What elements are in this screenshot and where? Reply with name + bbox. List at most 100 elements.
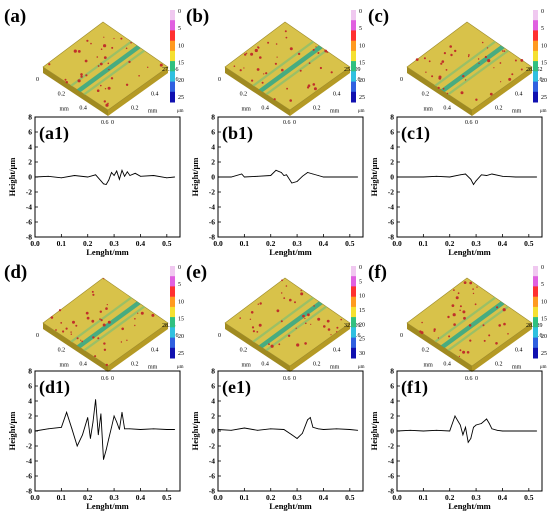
x-tick-label: 0.2 bbox=[445, 493, 455, 502]
y-tick-label: -6 bbox=[26, 472, 32, 481]
profile-point bbox=[349, 429, 351, 430]
groove-band bbox=[258, 45, 323, 92]
profile-point bbox=[481, 423, 482, 424]
profile-point bbox=[82, 434, 83, 436]
surface-x-tick: 0.4 bbox=[79, 362, 87, 368]
surface-defect-spot bbox=[60, 322, 63, 324]
profile-point bbox=[97, 434, 99, 436]
surface-defect-spot bbox=[104, 88, 107, 90]
profile-point bbox=[459, 174, 461, 176]
colorbar-segment bbox=[533, 50, 538, 62]
surface-defect-spot bbox=[431, 75, 434, 78]
colorbar-segment bbox=[170, 317, 175, 328]
surface-defect-spot bbox=[72, 320, 75, 324]
profile-point bbox=[119, 429, 120, 430]
x-tick-label: 0.4 bbox=[498, 239, 508, 248]
surface-defect-spot bbox=[454, 49, 457, 53]
colorbar-segment bbox=[351, 71, 356, 82]
colorbar-segment bbox=[170, 20, 175, 31]
profile-point bbox=[449, 430, 451, 432]
surface-defect-spot bbox=[324, 49, 328, 53]
x-tick-label: 0.3 bbox=[292, 239, 302, 248]
y-tick-label: -4 bbox=[26, 203, 32, 212]
surface-y-unit: mm bbox=[512, 109, 522, 115]
profile-point bbox=[153, 175, 155, 176]
colorbar-segment bbox=[170, 286, 175, 298]
surface-defect-spot bbox=[469, 339, 472, 342]
surface-x-tick: 0 bbox=[36, 333, 39, 339]
profile-point bbox=[34, 176, 36, 178]
surface-defect-spot bbox=[276, 309, 280, 313]
x-tick-label: 0.0 bbox=[213, 493, 223, 502]
surface-defect-spot bbox=[250, 52, 254, 56]
colorbar-segment bbox=[170, 50, 175, 62]
surface-defect-spot bbox=[425, 71, 427, 73]
surface-defect-spot bbox=[120, 341, 123, 343]
colorbar-tick: 25 bbox=[359, 337, 365, 343]
surface-defect-spot bbox=[315, 46, 317, 48]
surface-x-tick: 0.4 bbox=[261, 106, 269, 112]
surface-defect-spot bbox=[85, 74, 88, 77]
y-tick-label: -4 bbox=[209, 457, 215, 466]
surface-defect-spot bbox=[326, 319, 330, 323]
surface-defect-spot bbox=[310, 323, 312, 325]
y-tick-label: -6 bbox=[209, 218, 215, 227]
surface-defect-spot bbox=[445, 69, 448, 71]
colorbar-tick: 15 bbox=[178, 61, 184, 67]
colorbar-segment bbox=[533, 276, 538, 287]
surface-top bbox=[406, 21, 533, 111]
surface-defect-spot bbox=[423, 57, 426, 60]
surface-defect-spot bbox=[463, 281, 467, 284]
x-axis-label: Lenght/mm bbox=[86, 247, 129, 257]
surface-defect-spot bbox=[80, 75, 83, 78]
surface-defect-spot bbox=[278, 343, 281, 346]
profile-point bbox=[92, 421, 94, 423]
colorbar-tick: 15 bbox=[359, 61, 365, 67]
surface-defect-spot bbox=[86, 39, 89, 42]
surface-defect-spot bbox=[96, 89, 100, 92]
y-tick-label: 2 bbox=[390, 158, 394, 167]
profile-point bbox=[103, 459, 104, 460]
surface-defect-spot bbox=[134, 324, 136, 327]
surface-defect-spot bbox=[428, 60, 431, 63]
x-tick-label: 0.5 bbox=[524, 493, 534, 502]
x-tick-label: 0.0 bbox=[392, 493, 402, 502]
surface-panel-b: (b)00.20.40.600.20.40.6mmmm25.7090510152… bbox=[186, 6, 365, 126]
surface-defect-spot bbox=[323, 325, 326, 328]
profile-point bbox=[465, 173, 466, 175]
surface-defect-spot bbox=[463, 316, 466, 320]
surface-y-tick: 0.2 bbox=[313, 106, 321, 112]
colorbar-tick: 20 bbox=[359, 322, 365, 328]
surface-x-tick: 0.4 bbox=[261, 362, 269, 368]
surface-side-right bbox=[472, 323, 532, 372]
profile-point bbox=[74, 175, 75, 176]
panel-label: (a1) bbox=[39, 123, 69, 144]
surface-defect-spot bbox=[442, 87, 445, 90]
y-tick-label: 0 bbox=[28, 173, 32, 182]
surface-defect-spot bbox=[99, 62, 103, 66]
surface-defect-spot bbox=[453, 323, 456, 326]
surface-x-tick: 0.6 bbox=[465, 120, 473, 126]
x-tick-label: 0.3 bbox=[109, 239, 119, 248]
surface-defect-spot bbox=[330, 71, 333, 74]
profile-point bbox=[100, 180, 102, 182]
x-tick-label: 0.1 bbox=[240, 493, 250, 502]
profile-point bbox=[536, 430, 538, 432]
profile-point bbox=[217, 429, 219, 430]
profile-point bbox=[217, 176, 219, 178]
y-tick-label: 4 bbox=[28, 397, 32, 406]
colorbar-segment bbox=[351, 50, 356, 62]
colorbar-tick: 10 bbox=[541, 43, 547, 49]
colorbar-segment bbox=[170, 347, 175, 359]
surface-defect-spot bbox=[134, 318, 136, 320]
groove-band bbox=[252, 40, 315, 87]
surface-defect-spot bbox=[273, 98, 276, 101]
y-tick-label: 6 bbox=[211, 382, 215, 391]
surface-defect-spot bbox=[286, 87, 288, 90]
profile-point bbox=[462, 434, 464, 436]
y-tick-label: 4 bbox=[390, 397, 394, 406]
surface-defect-spot bbox=[317, 317, 321, 321]
y-axis-label: Height/μm bbox=[369, 412, 379, 451]
surface-defect-spot bbox=[289, 99, 293, 102]
y-tick-label: -4 bbox=[388, 203, 394, 212]
